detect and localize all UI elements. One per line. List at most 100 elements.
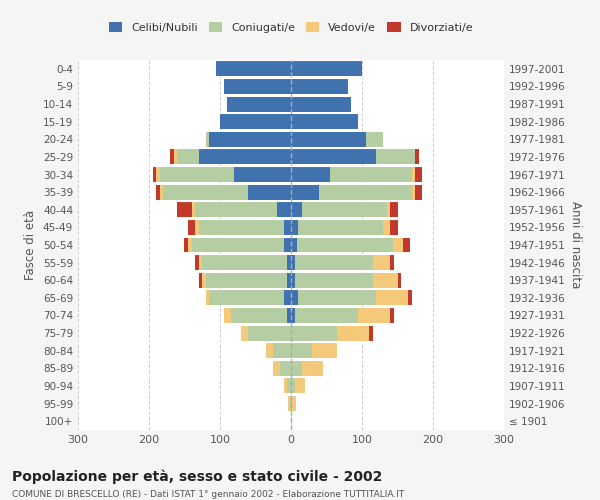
Bar xyxy=(295,255,373,270)
Bar xyxy=(163,184,248,200)
Bar xyxy=(224,79,291,94)
Bar xyxy=(291,184,319,200)
Bar xyxy=(170,150,174,164)
Bar xyxy=(230,308,287,323)
Bar xyxy=(195,220,199,235)
Bar xyxy=(298,220,383,235)
Bar xyxy=(369,326,373,340)
Bar xyxy=(284,238,291,252)
Bar xyxy=(291,150,376,164)
Bar xyxy=(291,326,337,340)
Bar xyxy=(287,255,291,270)
Bar xyxy=(296,238,392,252)
Bar xyxy=(398,273,401,287)
Bar xyxy=(415,150,419,164)
Bar xyxy=(195,255,199,270)
Bar xyxy=(291,396,292,411)
Bar xyxy=(191,202,195,218)
Bar xyxy=(248,184,291,200)
Bar xyxy=(234,167,291,182)
Bar xyxy=(273,343,291,358)
Bar xyxy=(291,96,352,112)
Bar xyxy=(313,343,337,358)
Bar xyxy=(365,132,383,147)
Bar xyxy=(220,114,291,129)
Bar xyxy=(227,96,291,112)
Bar xyxy=(185,238,188,252)
Bar xyxy=(178,150,199,164)
Bar xyxy=(387,202,391,218)
Bar xyxy=(291,308,295,323)
Bar xyxy=(373,255,391,270)
Bar xyxy=(280,361,291,376)
Bar xyxy=(174,150,178,164)
Bar xyxy=(206,273,287,287)
Bar xyxy=(291,255,295,270)
Bar xyxy=(291,167,330,182)
Bar xyxy=(415,184,422,200)
Bar xyxy=(191,238,284,252)
Bar xyxy=(392,238,403,252)
Bar xyxy=(284,378,287,394)
Bar xyxy=(391,255,394,270)
Bar xyxy=(291,273,295,287)
Bar xyxy=(337,326,369,340)
Bar xyxy=(330,167,412,182)
Text: COMUNE DI BRESCELLO (RE) - Dati ISTAT 1° gennaio 2002 - Elaborazione TUTTITALIA.: COMUNE DI BRESCELLO (RE) - Dati ISTAT 1°… xyxy=(12,490,404,499)
Bar xyxy=(202,255,287,270)
Bar xyxy=(319,184,412,200)
Bar xyxy=(156,184,160,200)
Bar xyxy=(291,62,362,76)
Bar xyxy=(291,343,313,358)
Text: Popolazione per età, sesso e stato civile - 2002: Popolazione per età, sesso e stato civil… xyxy=(12,470,382,484)
Bar xyxy=(199,255,202,270)
Bar xyxy=(277,202,291,218)
Bar xyxy=(199,273,202,287)
Bar xyxy=(291,132,365,147)
Bar xyxy=(195,202,277,218)
Bar xyxy=(291,378,295,394)
Bar xyxy=(412,184,415,200)
Bar xyxy=(391,202,398,218)
Bar xyxy=(376,290,408,306)
Bar xyxy=(287,308,291,323)
Bar xyxy=(156,167,160,182)
Y-axis label: Anni di nascita: Anni di nascita xyxy=(569,202,582,288)
Bar xyxy=(373,273,398,287)
Bar xyxy=(391,308,394,323)
Bar xyxy=(199,220,284,235)
Bar xyxy=(292,396,296,411)
Bar xyxy=(206,132,209,147)
Bar xyxy=(358,308,391,323)
Bar xyxy=(412,167,415,182)
Bar xyxy=(209,290,284,306)
Bar xyxy=(206,290,209,306)
Bar xyxy=(391,220,398,235)
Bar xyxy=(415,167,422,182)
Bar xyxy=(290,396,291,411)
Bar xyxy=(160,184,163,200)
Bar xyxy=(383,220,391,235)
Bar xyxy=(291,114,358,129)
Bar xyxy=(291,238,296,252)
Bar xyxy=(295,273,373,287)
Bar xyxy=(376,150,415,164)
Bar xyxy=(217,62,291,76)
Bar xyxy=(291,79,348,94)
Bar xyxy=(178,202,191,218)
Y-axis label: Fasce di età: Fasce di età xyxy=(25,210,37,280)
Bar xyxy=(288,396,290,411)
Bar xyxy=(302,202,387,218)
Bar xyxy=(224,308,230,323)
Bar xyxy=(248,326,291,340)
Bar xyxy=(152,167,156,182)
Bar xyxy=(291,220,298,235)
Bar xyxy=(291,202,302,218)
Bar xyxy=(284,290,291,306)
Bar xyxy=(287,378,291,394)
Bar xyxy=(291,361,302,376)
Bar xyxy=(241,326,248,340)
Bar xyxy=(287,273,291,287)
Bar xyxy=(284,220,291,235)
Bar xyxy=(199,150,291,164)
